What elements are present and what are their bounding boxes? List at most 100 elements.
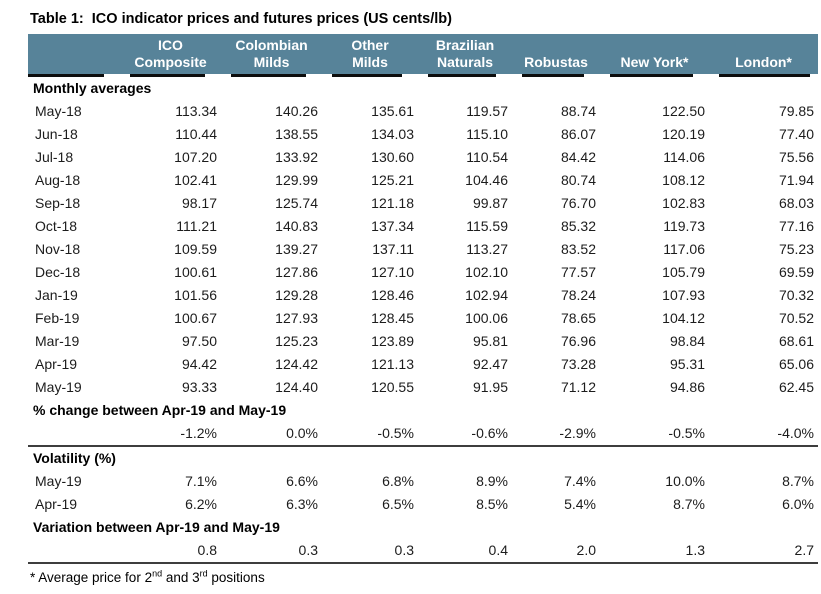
value-cell: 110.44	[175, 126, 217, 142]
footnote-text: and 3	[162, 570, 200, 585]
section-header-row: Monthly averages	[28, 77, 818, 100]
table-row: Aug-18 102.41 129.99 125.21 104.46 80.74 108.1…	[28, 169, 818, 192]
value-cell: 129.99	[275, 172, 318, 188]
row-label: Oct-18	[35, 218, 78, 234]
section-header-change-between-apr-19-and-may-19: % change between Apr-19 and May-19	[33, 402, 287, 418]
value-cell: 76.70	[560, 195, 596, 211]
value-cell: 127.10	[371, 264, 414, 280]
value-cell: 127.93	[275, 310, 318, 326]
value-cell: 111.21	[176, 218, 217, 234]
value-cell: 127.86	[275, 264, 318, 280]
column-header-ico-composite: ICO Composite	[120, 34, 221, 77]
ico-prices-table: ICO Composite Colombian Milds Other Milds Braz…	[28, 34, 818, 564]
value-cell: 94.86	[669, 379, 705, 395]
table-row: Feb-19 100.67 127.93 128.45 100.06 78.65 104.1…	[28, 307, 818, 330]
value-cell: -4.0%	[777, 425, 814, 441]
value-cell: 107.93	[662, 287, 705, 303]
footnote-text: * Average price for 2	[30, 570, 153, 585]
value-cell: 70.32	[778, 287, 814, 303]
column-header-line1: Colombian	[235, 37, 308, 53]
value-cell: 8.5%	[476, 496, 508, 512]
value-cell: -0.5%	[377, 425, 414, 441]
value-cell: 0.8	[120, 539, 221, 564]
value-cell: 95.81	[472, 333, 508, 349]
footnote-text: positions	[207, 570, 265, 585]
value-cell: 104.46	[465, 172, 508, 188]
row-label: May-19	[35, 473, 82, 489]
value-cell: 93.33	[181, 379, 217, 395]
column-header-other-milds: Other Milds	[322, 34, 418, 77]
section-header-monthly-averages: Monthly averages	[33, 80, 152, 96]
table-row: -1.2% 0.0% -0.5% -0.6% -2.9% -0.5% -4.0%	[28, 422, 818, 446]
value-cell: 70.52	[778, 310, 814, 326]
value-cell: 114.06	[663, 149, 705, 165]
value-cell: 102.41	[174, 172, 217, 188]
value-cell: 137.11	[372, 241, 414, 257]
value-cell: 77.40	[778, 126, 814, 142]
value-cell: 105.79	[662, 264, 705, 280]
column-header-line2: Milds	[352, 54, 388, 70]
column-header-new-york: New York*	[600, 34, 709, 77]
column-header-line2: London*	[735, 54, 792, 70]
table-row: May-19 7.1% 6.6% 6.8% 8.9% 7.4% 10.0% 8.7%	[28, 470, 818, 493]
value-cell: 77.57	[560, 264, 596, 280]
value-cell: 71.94	[778, 172, 814, 188]
value-cell: 0.4	[418, 539, 512, 564]
table-row: May-18 113.34 140.26 135.61 119.57 88.74 122.5…	[28, 100, 818, 123]
value-cell: 135.61	[371, 103, 414, 119]
value-cell: 140.83	[275, 218, 318, 234]
value-cell: 92.47	[472, 356, 508, 372]
value-cell: 2.0	[512, 539, 600, 564]
column-header-london: London*	[709, 34, 818, 77]
value-cell: 130.60	[371, 149, 414, 165]
value-cell: 124.42	[275, 356, 318, 372]
value-cell: 98.84	[669, 333, 705, 349]
section-header-variation-between-apr-19-and-may-19: Variation between Apr-19 and May-19	[33, 519, 280, 535]
value-cell: 6.2%	[185, 496, 217, 512]
value-cell: 69.59	[778, 264, 814, 280]
value-cell: 6.8%	[382, 473, 414, 489]
value-cell: -1.2%	[180, 425, 217, 441]
table-row: Jun-18 110.44 138.55 134.03 115.10 86.07 120.1…	[28, 123, 818, 146]
table-row: Jan-19 101.56 129.28 128.46 102.94 78.24 107.9…	[28, 284, 818, 307]
value-cell: 115.59	[466, 218, 508, 234]
value-cell: 62.45	[778, 379, 814, 395]
row-label: May-19	[35, 379, 82, 395]
value-cell: 134.03	[371, 126, 414, 142]
table-row: Dec-18 100.61 127.86 127.10 102.10 77.57 105.7…	[28, 261, 818, 284]
column-header-line1: Brazilian	[435, 37, 495, 53]
table-row: Apr-19 94.42 124.42 121.13 92.47 73.28 95.31 65…	[28, 353, 818, 376]
value-cell: 6.6%	[286, 473, 318, 489]
value-cell: 8.7%	[673, 496, 705, 512]
section-header-row: Variation between Apr-19 and May-19	[28, 516, 818, 539]
value-cell: 75.56	[778, 149, 814, 165]
table-row: Jul-18 107.20 133.92 130.60 110.54 84.42 114.0…	[28, 146, 818, 169]
value-cell: 84.42	[560, 149, 596, 165]
value-cell: 129.28	[275, 287, 318, 303]
column-header-line1: ICO	[158, 37, 183, 53]
value-cell: 0.3	[221, 539, 322, 564]
value-cell: 122.50	[662, 103, 705, 119]
value-cell: 5.4%	[564, 496, 596, 512]
value-cell: 120.55	[371, 379, 414, 395]
value-cell: 108.12	[662, 172, 705, 188]
table-row: Mar-19 97.50 125.23 123.89 95.81 76.96 98.84 68…	[28, 330, 818, 353]
value-cell: 102.94	[465, 287, 508, 303]
row-label: Apr-19	[35, 356, 78, 372]
value-cell: 109.59	[174, 241, 217, 257]
table-row: Nov-18 109.59 139.27 137.11 113.27 83.52 117.0…	[28, 238, 818, 261]
value-cell: 79.85	[778, 103, 814, 119]
row-label: Jan-19	[35, 287, 78, 303]
value-cell: 137.34	[371, 218, 414, 234]
column-header-robustas: Robustas	[512, 34, 600, 77]
value-cell: 0.3	[322, 539, 418, 564]
value-cell: 101.56	[174, 287, 217, 303]
row-label: Nov-18	[35, 241, 81, 257]
value-cell: 86.07	[560, 126, 596, 142]
value-cell: 83.52	[560, 241, 596, 257]
value-cell: 100.61	[174, 264, 217, 280]
value-cell: 115.10	[466, 126, 508, 142]
value-cell: 102.10	[465, 264, 508, 280]
value-cell: 85.32	[560, 218, 596, 234]
row-label: Aug-18	[35, 172, 81, 188]
